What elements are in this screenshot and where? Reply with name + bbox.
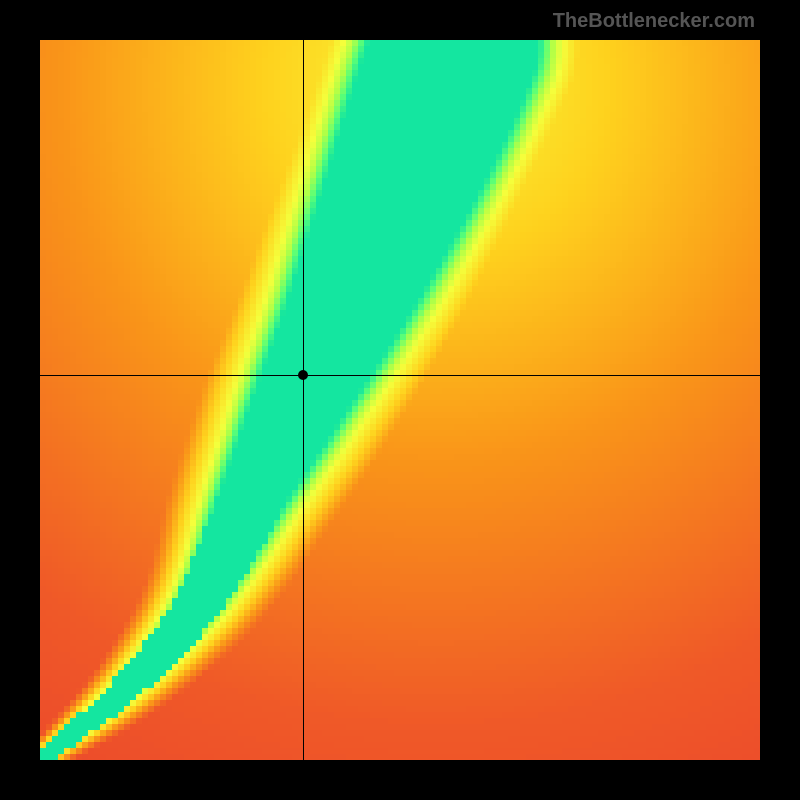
crosshair-vertical xyxy=(303,40,304,760)
heatmap-canvas xyxy=(40,40,760,760)
heatmap-chart xyxy=(40,40,760,760)
crosshair-dot xyxy=(298,370,308,380)
crosshair-horizontal xyxy=(40,375,760,376)
watermark-text: TheBottlenecker.com xyxy=(553,10,755,33)
